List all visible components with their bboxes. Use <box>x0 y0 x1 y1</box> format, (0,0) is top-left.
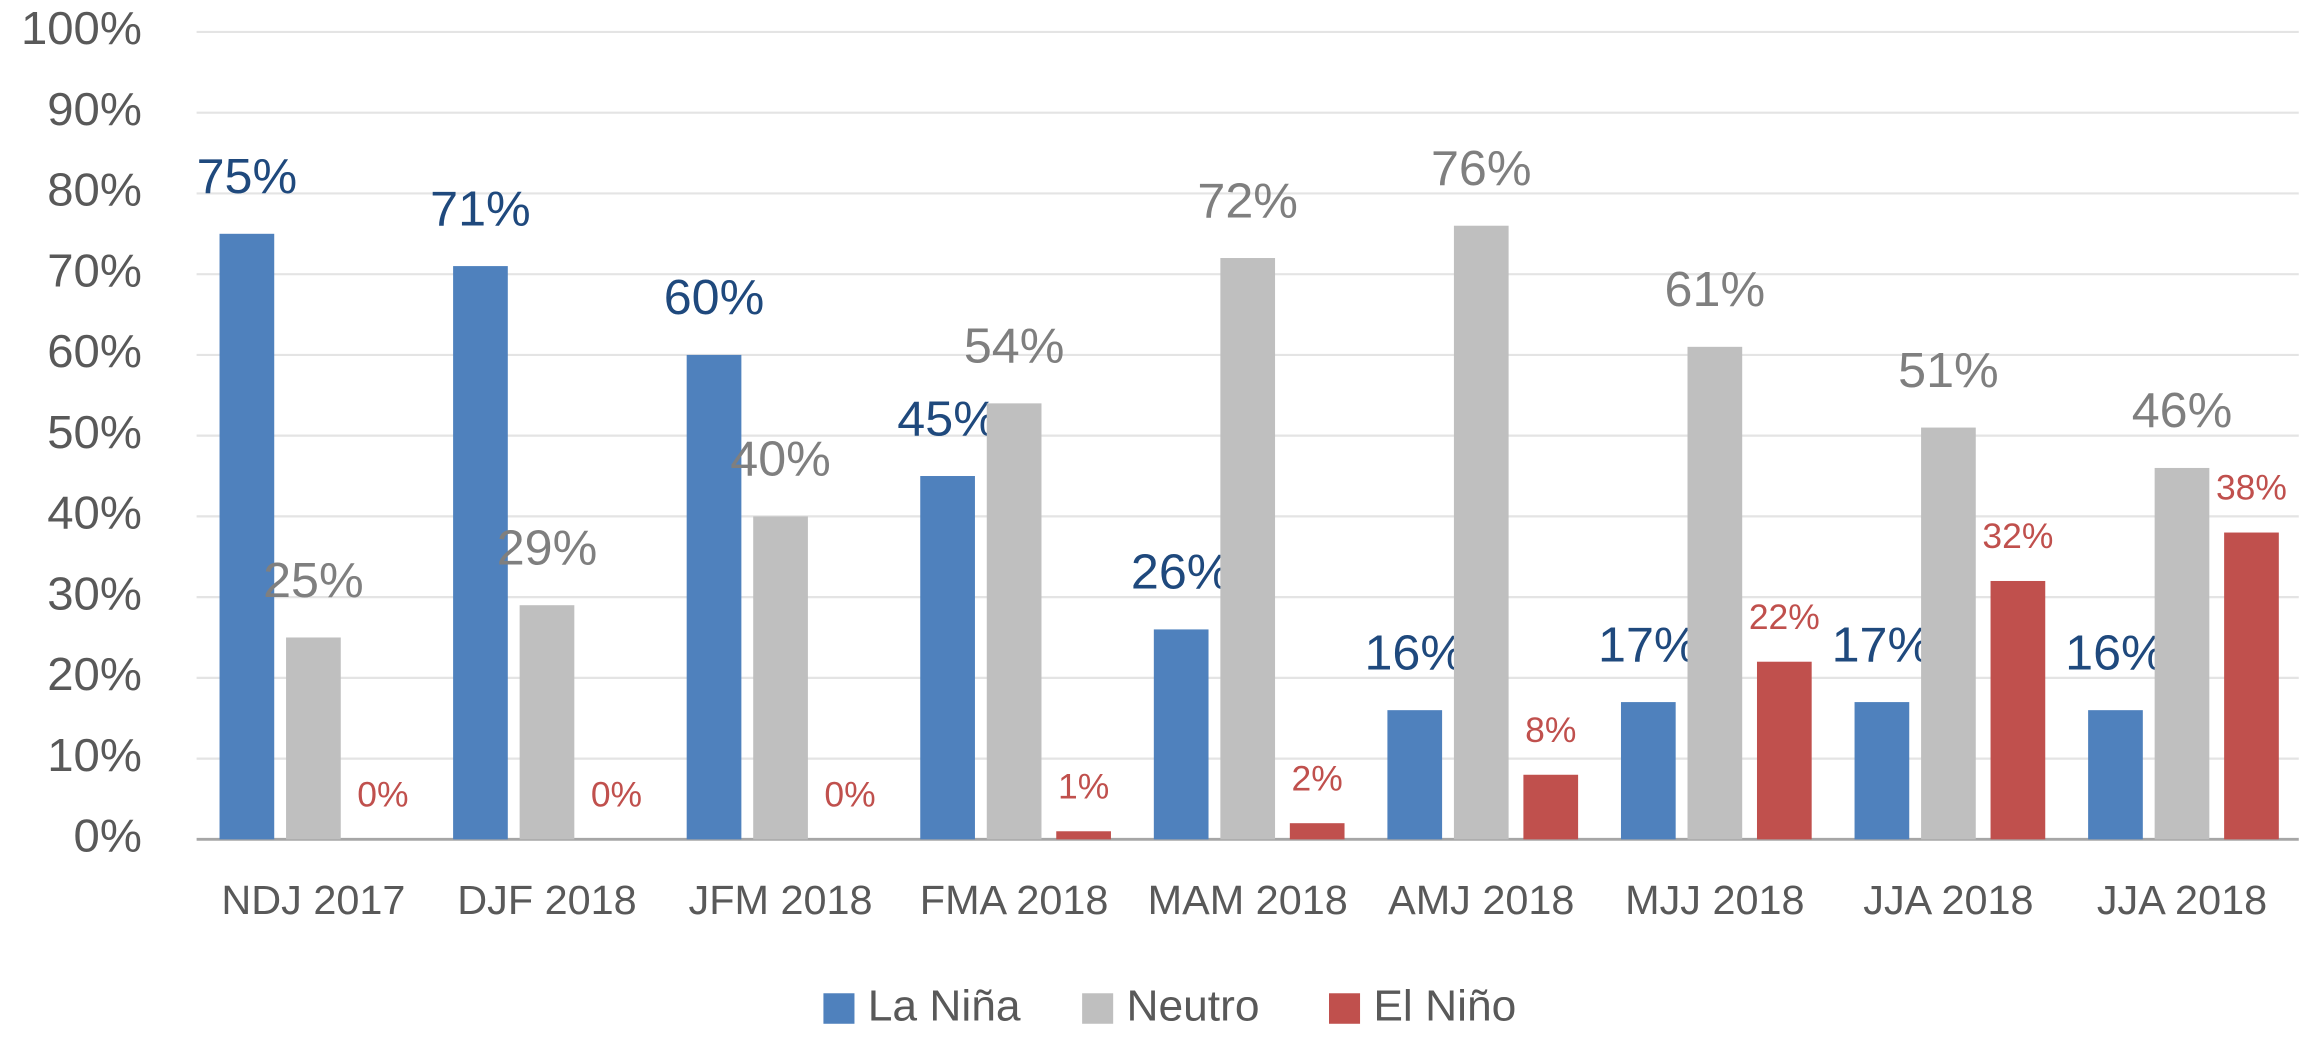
legend-swatch <box>1082 993 1114 1024</box>
bar <box>753 516 808 840</box>
y-tick-label: 10% <box>47 729 142 781</box>
bar <box>286 637 341 840</box>
bar <box>1056 831 1111 840</box>
data-label: 32% <box>1982 517 2053 556</box>
bar <box>2088 710 2143 840</box>
y-tick-label: 90% <box>47 83 142 135</box>
x-tick-label: JJA 2018 <box>2097 877 2267 923</box>
data-label: 17% <box>1832 617 1933 672</box>
data-label: 26% <box>1131 544 1232 599</box>
y-tick-label: 70% <box>47 245 142 297</box>
y-tick-label: 100% <box>21 3 142 55</box>
data-label: 0% <box>824 776 875 815</box>
bar <box>1687 346 1743 840</box>
bar <box>1854 702 1910 840</box>
data-label: 16% <box>2065 625 2166 680</box>
data-label: 29% <box>497 520 598 575</box>
bar <box>2154 467 2210 840</box>
bar <box>1756 661 1812 840</box>
bar <box>1921 427 1976 840</box>
data-label: 22% <box>1749 598 1820 637</box>
bar <box>519 605 575 840</box>
data-label: 61% <box>1665 262 1766 317</box>
legend-swatch <box>823 993 855 1024</box>
legend-swatch <box>1329 993 1361 1024</box>
x-tick-label: MAM 2018 <box>1148 877 1348 923</box>
x-tick-label: JJA 2018 <box>1863 877 2033 923</box>
data-label: 54% <box>964 318 1065 373</box>
bar <box>1289 823 1345 840</box>
y-tick-label: 40% <box>47 487 142 539</box>
x-tick-label: JFM 2018 <box>689 877 873 923</box>
bar <box>1453 225 1509 840</box>
x-tick-label: DJF 2018 <box>457 877 636 923</box>
bar <box>686 354 742 840</box>
y-tick-label: 50% <box>47 406 142 458</box>
bar <box>2224 532 2279 840</box>
data-label: 0% <box>591 776 642 815</box>
data-label: 38% <box>2216 469 2287 508</box>
x-tick-label: AMJ 2018 <box>1388 877 1574 923</box>
legend-label: Neutro <box>1126 982 1259 1031</box>
bar <box>1220 258 1276 840</box>
data-label: 25% <box>263 552 364 607</box>
data-label: 2% <box>1292 760 1343 799</box>
data-label: 51% <box>1898 342 1999 397</box>
data-label: 16% <box>1364 625 1465 680</box>
bar <box>1153 629 1209 840</box>
data-label: 8% <box>1525 711 1576 750</box>
bar <box>219 233 275 840</box>
data-label: 60% <box>664 270 765 325</box>
bar <box>920 476 975 840</box>
x-tick-label: NDJ 2017 <box>221 877 405 923</box>
y-tick-label: 20% <box>47 649 142 701</box>
data-label: 45% <box>897 391 998 446</box>
bar <box>1387 710 1443 840</box>
data-label: 0% <box>357 776 408 815</box>
x-tick-label: MJJ 2018 <box>1625 877 1804 923</box>
data-label: 17% <box>1598 617 1699 672</box>
y-tick-label: 30% <box>47 568 142 620</box>
y-tick-label: 80% <box>47 164 142 216</box>
bar <box>1523 774 1579 840</box>
bar <box>1620 702 1676 840</box>
y-tick-label: 60% <box>47 326 142 378</box>
data-label: 46% <box>2132 383 2233 438</box>
legend-label: El Niño <box>1373 982 1516 1031</box>
y-tick-label: 0% <box>74 810 142 862</box>
data-label: 1% <box>1058 768 1109 807</box>
bar <box>1990 580 2046 840</box>
bar <box>986 403 1042 840</box>
x-tick-label: FMA 2018 <box>920 877 1109 923</box>
data-label: 75% <box>197 149 298 204</box>
data-label: 76% <box>1431 140 1532 195</box>
bar <box>453 266 508 840</box>
data-label: 72% <box>1197 173 1298 228</box>
data-label: 71% <box>430 181 531 236</box>
data-label: 40% <box>730 431 831 486</box>
legend-label: La Niña <box>868 982 1021 1031</box>
